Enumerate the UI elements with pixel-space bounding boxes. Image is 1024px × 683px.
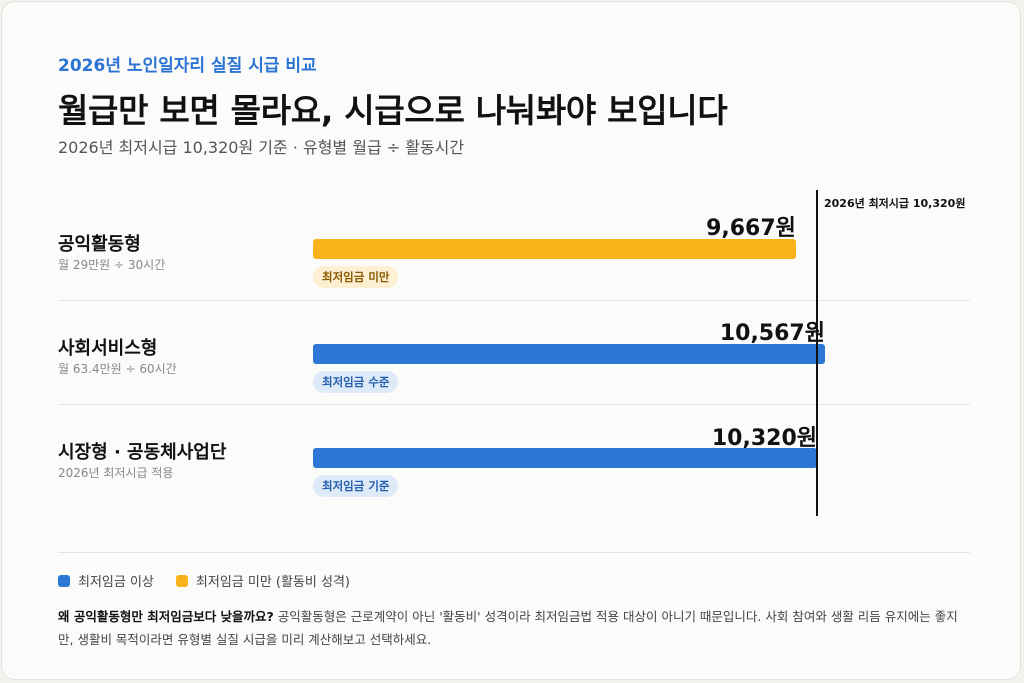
minimum-wage-reference-line: [816, 190, 818, 516]
legend-label-below: 최저임금 미만 (활동비 성격): [195, 575, 351, 590]
explanation-note: 왜 공익활동형만 최저임금보다 낮을까요? 공익활동형은 근로계약이 아닌 '활…: [58, 605, 973, 651]
bar-public: [313, 239, 796, 259]
value-label-social: 10,567원: [719, 321, 825, 346]
legend-divider: [58, 552, 970, 553]
badge-social: 최저임금 수준: [313, 371, 399, 393]
legend-label-above: 최저임금 이상: [78, 575, 154, 590]
badge-market: 최저임금 기준: [313, 475, 399, 497]
minimum-wage-reference-label: 2026년 최저시급 10,320원: [824, 197, 966, 210]
row-divider: [58, 300, 970, 301]
page-title: 월급만 보면 몰라요, 시급으로 나눠봐야 보입니다: [58, 91, 728, 130]
eyebrow-label: 2026년 노인일자리 실질 시급 비교: [58, 56, 317, 76]
bar-market: [313, 448, 817, 468]
category-label-social: 사회서비스형: [58, 338, 158, 359]
value-label-market: 10,320원: [711, 426, 817, 451]
bar-social: [313, 344, 825, 364]
category-note-public: 월 29만원 ÷ 30시간: [58, 258, 166, 272]
note-question: 왜 공익활동형만 최저임금보다 낮을까요?: [58, 609, 274, 624]
badge-public: 최저임금 미만: [313, 266, 399, 288]
category-note-social: 월 63.4만원 ÷ 60시간: [58, 362, 177, 376]
row-divider: [58, 404, 970, 405]
page-subtitle: 2026년 최저시급 10,320원 기준 · 유형별 월급 ÷ 활동시간: [58, 138, 465, 157]
category-label-market: 시장형 · 공동체사업단: [58, 442, 227, 463]
legend-swatch-below: [175, 574, 188, 587]
legend-item-above: 최저임금 이상: [58, 571, 154, 590]
category-label-public: 공익활동형: [58, 234, 141, 255]
category-note-market: 2026년 최저시급 적용: [58, 466, 174, 480]
legend: 최저임금 이상 최저임금 미만 (활동비 성격): [58, 571, 372, 590]
value-label-public: 9,667원: [706, 216, 796, 241]
legend-swatch-above: [58, 574, 70, 587]
note-answer: 공익활동형은 근로계약이 아닌 '활동비' 성격이라 최저임금법 적용 대상이 …: [58, 609, 958, 647]
legend-item-below: 최저임금 미만 (활동비 성격): [175, 571, 351, 590]
